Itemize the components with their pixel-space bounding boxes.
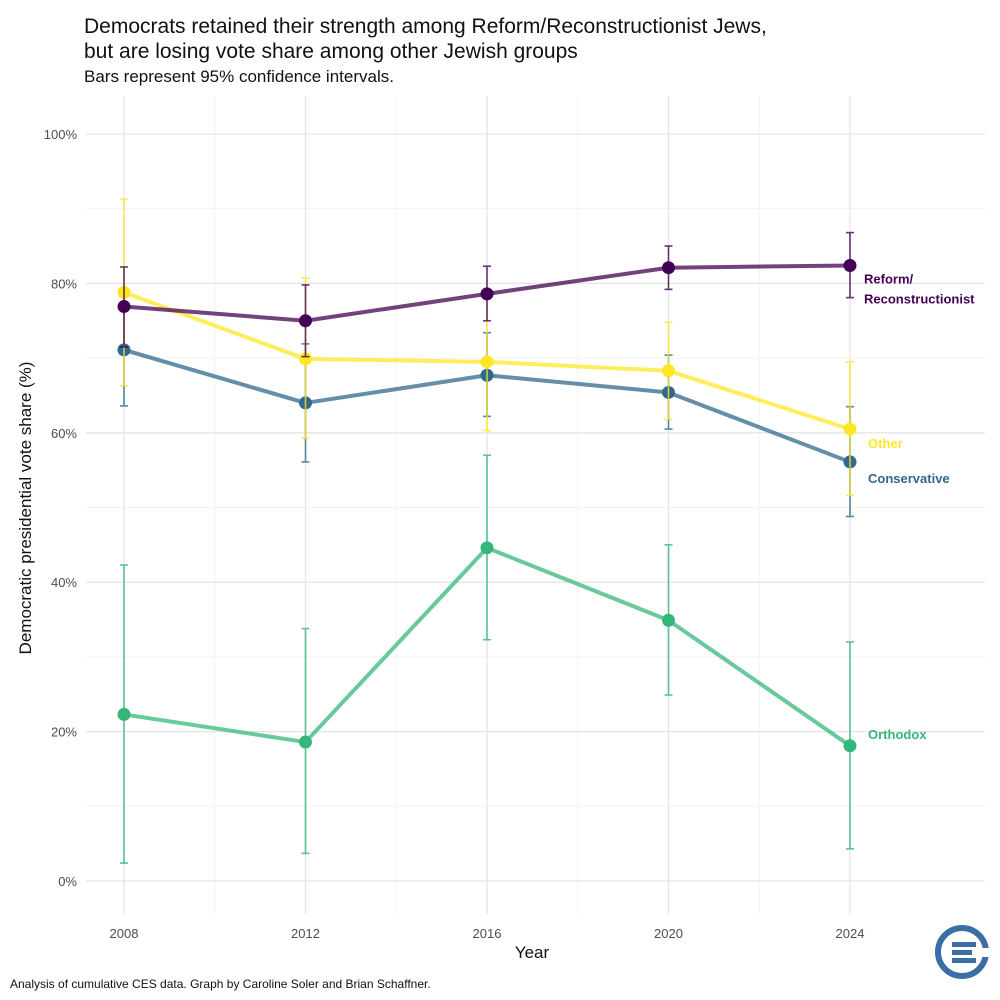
reform-reconstructionist-point	[843, 258, 857, 272]
other-point	[662, 364, 675, 378]
x-tick-label: 2020	[654, 926, 683, 941]
reform-reconstructionist-series-label: Reconstructionist	[864, 291, 975, 306]
orthodox-point	[662, 613, 675, 627]
y-tick-label: 60%	[51, 426, 77, 441]
x-tick-label: 2012	[291, 926, 320, 941]
source-caption: Analysis of cumulative CES data. Graph b…	[10, 977, 431, 991]
chart-title: Democrats retained their strength among …	[84, 14, 767, 64]
y-tick-label: 40%	[51, 575, 77, 590]
reform-reconstructionist-point	[299, 314, 312, 328]
y-tick-label: 80%	[51, 276, 77, 291]
x-tick-label: 2016	[473, 926, 502, 941]
reform-reconstructionist-point	[117, 300, 131, 314]
logo-bar-middle	[952, 950, 972, 955]
reform-reconstructionist-point	[480, 287, 494, 301]
chart-subtitle: Bars represent 95% confidence intervals.	[84, 67, 394, 86]
x-tick-label: 2024	[836, 926, 865, 941]
reform-reconstructionist-series-label: Reform/	[864, 271, 914, 286]
reform-reconstructionist-point	[662, 261, 675, 275]
ces-logo-icon	[935, 925, 990, 979]
other-point	[843, 422, 857, 436]
y-tick-label: 20%	[51, 725, 77, 740]
logo-bar-top	[952, 942, 976, 947]
x-axis-title: Year	[515, 943, 550, 962]
chart-title-line-2: but are losing vote share among other Je…	[84, 40, 578, 63]
orthodox-point	[843, 739, 857, 753]
y-axis-title: Democratic presidential vote share (%)	[16, 362, 35, 655]
chart-title-line-1: Democrats retained their strength among …	[84, 15, 767, 38]
conservative-series-label: Conservative	[868, 471, 950, 486]
orthodox-series-label: Orthodox	[868, 727, 927, 742]
y-tick-label: 0%	[58, 874, 77, 889]
other-point	[299, 352, 312, 366]
logo-bar-bottom	[952, 958, 976, 963]
y-tick-label: 100%	[44, 127, 78, 142]
x-tick-label: 2008	[110, 926, 139, 941]
logo-gap	[980, 948, 990, 957]
orthodox-point	[299, 735, 312, 749]
orthodox-point	[117, 707, 131, 721]
orthodox-point	[480, 541, 494, 555]
other-point	[480, 355, 494, 369]
other-series-label: Other	[868, 436, 903, 451]
